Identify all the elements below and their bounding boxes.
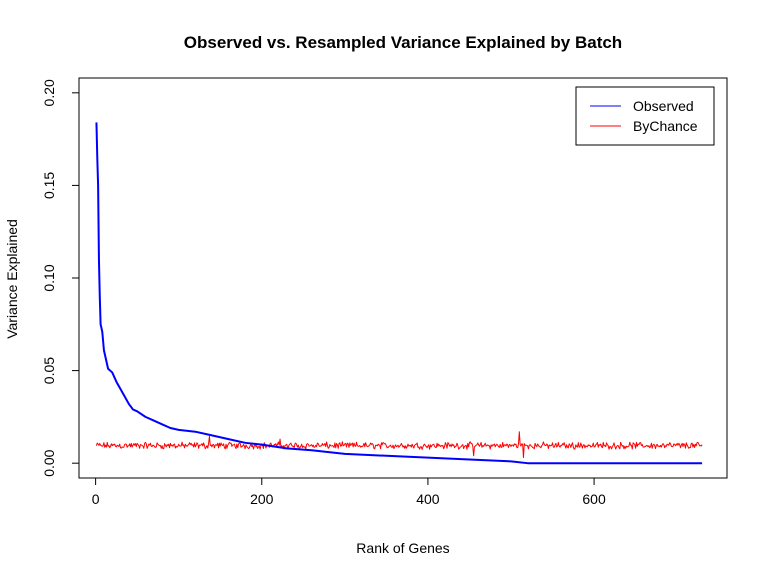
axes: 0 200 400 600 0.00 0.05 0.10 0.15 0.20 [41, 79, 606, 507]
x-tick-label: 400 [416, 491, 440, 507]
y-tick-label: 0.00 [41, 449, 57, 476]
legend: Observed ByChance [575, 86, 715, 146]
y-tick-label: 0.15 [41, 172, 57, 199]
y-axis-label: Variance Explained [4, 219, 20, 339]
y-tick-label: 0.20 [41, 79, 57, 106]
series-line-bychance [95, 431, 703, 459]
legend-label: ByChance [633, 118, 698, 134]
x-tick-label: 0 [92, 491, 100, 507]
legend-box [575, 86, 715, 146]
y-tick-label: 0.05 [41, 357, 57, 384]
legend-label: Observed [633, 98, 694, 114]
y-tick-label: 0.10 [41, 264, 57, 291]
x-tick-label: 200 [250, 491, 274, 507]
x-axis-label: Rank of Genes [356, 540, 449, 556]
chart-title: Observed vs. Resampled Variance Explaine… [184, 33, 622, 52]
series-line-observed [95, 122, 703, 465]
x-tick-label: 600 [582, 491, 606, 507]
series-layer [95, 122, 703, 465]
